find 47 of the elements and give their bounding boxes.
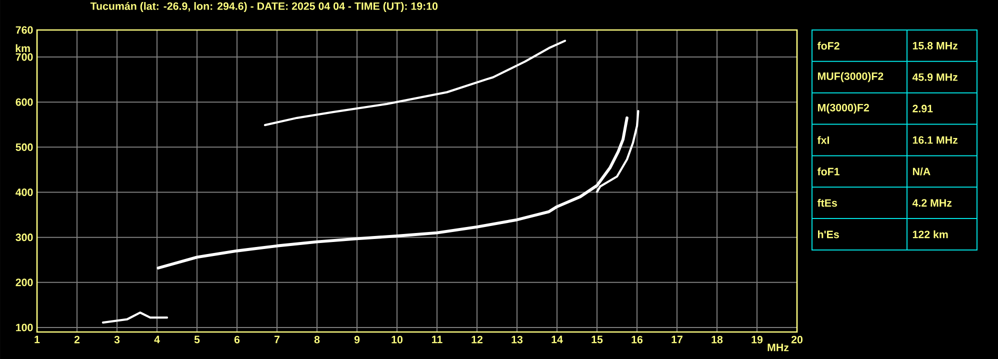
text: 4.2 MHz [912, 199, 952, 207]
line-series [264, 40, 566, 126]
y-axis-title: km [16, 44, 30, 52]
x-tick-label: 10 [392, 336, 403, 344]
text: 16.1 MHz [912, 136, 958, 144]
text: 2.91 [912, 104, 933, 112]
text: fxI [817, 136, 830, 144]
chart-title: Tucumán (lat: -26.9, lon: 294.6) - DATE: 2025 04 04 - TIME (UT): 19:10 [90, 2, 438, 12]
x-tick-label: 3 [114, 336, 120, 344]
y-tick-label: 300 [16, 234, 33, 242]
x-tick-label: 19 [752, 336, 763, 344]
x-tick-label: 5 [194, 336, 200, 344]
x-tick-label: 9 [354, 336, 360, 344]
x-tick-label: 18 [712, 336, 723, 344]
x-tick-label: 8 [314, 336, 320, 344]
y-tick-label: 760 [16, 26, 33, 34]
y-tick-label: 600 [16, 98, 33, 106]
x-tick-label: 12 [472, 336, 483, 344]
x-tick-label: 6 [234, 336, 240, 344]
text: 122 km [912, 230, 948, 238]
y-tick-label: 400 [16, 188, 33, 196]
y-tick-label: 100 [16, 324, 33, 332]
x-axis-title: MHz [768, 344, 789, 352]
x-tick-label: 16 [632, 336, 643, 344]
text: h'Es [818, 230, 839, 238]
x-tick-label: 7 [274, 336, 280, 344]
y-tick-label: 700 [16, 53, 33, 61]
x-tick-label: 14 [552, 336, 563, 344]
x-tick-label: 11 [432, 336, 442, 344]
text: ftEs [817, 198, 837, 207]
text: N/A [912, 167, 930, 176]
line-series [102, 312, 168, 324]
text: foF1 [817, 167, 840, 176]
text: 45.9 MHz [912, 73, 958, 81]
x-tick-label: 20 [791, 336, 802, 344]
text: M(3000)F2 [818, 104, 869, 114]
x-tick-label: 4 [154, 336, 160, 344]
y-tick-label: 200 [16, 278, 33, 286]
y-tick-label: 500 [16, 143, 33, 151]
x-tick-label: 15 [592, 336, 603, 344]
text: foF2 [817, 42, 840, 50]
x-tick-label: 17 [672, 336, 682, 344]
x-tick-label: 2 [74, 336, 80, 344]
x-tick-label: 13 [512, 336, 523, 344]
x-tick-label: 1 [34, 336, 40, 344]
text: 15.8 MHz [912, 42, 958, 50]
text: MUF(3000)F2 [818, 72, 884, 82]
